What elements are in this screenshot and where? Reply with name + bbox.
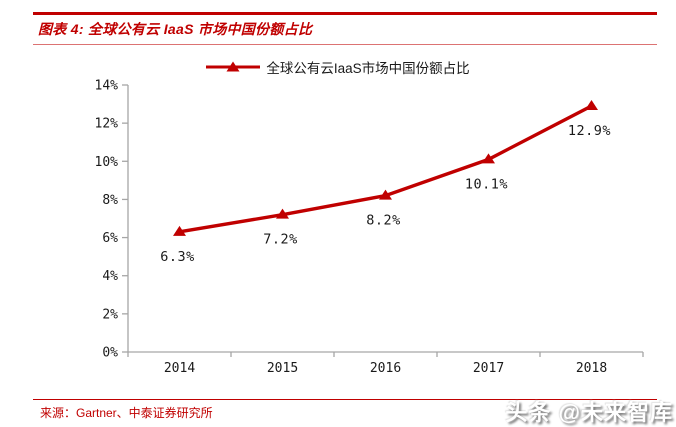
chart-legend: 全球公有云IaaS市场中国份额占比 (0, 57, 676, 77)
data-point-marker (585, 99, 598, 110)
data-point-label: 10.1% (465, 176, 508, 192)
data-point-label: 8.2% (366, 213, 401, 229)
y-tick-label: 14% (95, 79, 119, 94)
data-point-label: 12.9% (568, 123, 611, 139)
x-tick-label: 2017 (473, 361, 504, 376)
x-tick-label: 2015 (267, 361, 298, 376)
data-point-marker (173, 225, 186, 236)
data-point-label: 6.3% (160, 249, 195, 265)
watermark-text: 头条 @未来智库 (505, 400, 673, 425)
header-top-rule (33, 12, 657, 15)
y-tick-label: 0% (102, 346, 118, 361)
x-tick-label: 2014 (164, 361, 195, 376)
header-bottom-rule (33, 44, 657, 45)
source-text: 来源：Gartner、中泰证券研究所 (40, 406, 213, 420)
legend-label: 全球公有云IaaS市场中国份额占比 (266, 61, 470, 76)
x-tick-label: 2016 (370, 361, 401, 376)
data-point-marker (276, 208, 289, 219)
legend-line-marker-icon (206, 61, 261, 72)
x-tick-label: 2018 (576, 361, 607, 376)
y-tick-label: 10% (95, 155, 119, 170)
y-tick-label: 6% (102, 231, 118, 246)
data-point-marker (482, 153, 495, 164)
y-tick-label: 8% (102, 193, 118, 208)
y-tick-label: 2% (102, 307, 118, 322)
data-point-label: 7.2% (263, 232, 298, 248)
y-tick-label: 4% (102, 269, 118, 284)
figure-title: 图表 4: 全球公有云 IaaS 市场中国份额占比 (38, 21, 313, 37)
y-tick-label: 12% (95, 117, 119, 132)
footer-rule (33, 399, 657, 400)
data-point-marker (379, 189, 392, 200)
